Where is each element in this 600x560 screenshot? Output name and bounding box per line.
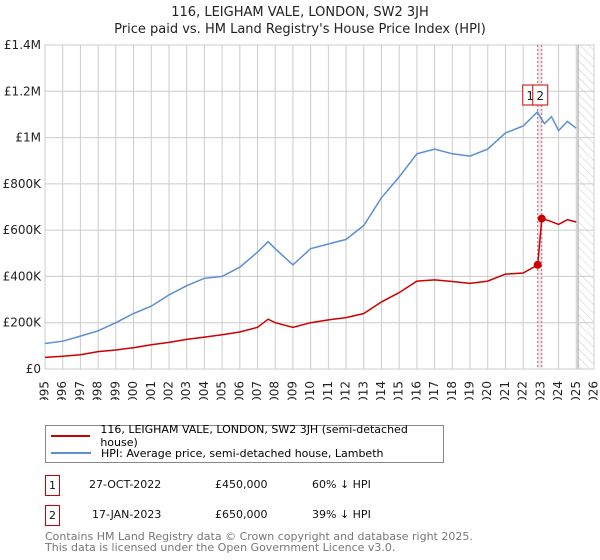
- x-tick-label: 2020: [480, 381, 494, 400]
- x-tick-label: 2019: [463, 381, 477, 400]
- x-tick-label: 1996: [55, 381, 69, 400]
- y-tick-label: £800K: [3, 177, 43, 191]
- footer-licence: This data is licensed under the Open Gov…: [45, 541, 396, 554]
- x-tick-label: 2022: [516, 381, 530, 400]
- transaction-row: 2 17-JAN-2023 £650,000 39% ↓ HPI: [45, 505, 545, 527]
- x-tick-label: 2013: [356, 381, 370, 400]
- x-tick-label: 2021: [498, 381, 512, 400]
- y-tick-label: £1.2M: [4, 84, 41, 98]
- x-tick-label: 1995: [38, 381, 52, 400]
- marker-badge: 2: [45, 505, 60, 526]
- y-tick-label: £600K: [3, 223, 43, 237]
- x-tick-label: 2000: [126, 381, 140, 400]
- x-tick-label: 1998: [91, 381, 105, 400]
- x-tick-label: 1997: [73, 381, 87, 400]
- x-tick-label: 1999: [108, 381, 122, 400]
- transaction-date: 17-JAN-2023: [92, 508, 162, 521]
- x-tick-label: 2009: [285, 381, 299, 400]
- x-tick-label: 2008: [268, 381, 282, 400]
- x-tick-label: 2017: [427, 381, 441, 400]
- y-tick-label: £200K: [3, 316, 43, 330]
- price-chart: 1995 1996 1997 1998 1999 2000 2001 2002 2003 2004…: [3, 38, 600, 400]
- forecast-hatch: [578, 45, 594, 369]
- x-tick-label: 2023: [533, 381, 547, 400]
- transaction-row: 1 27-OCT-2022 £450,000 60% ↓ HPI: [45, 475, 545, 497]
- legend: 116, LEIGHAM VALE, LONDON, SW2 3JH (semi…: [45, 423, 444, 463]
- x-tick-label: 2024: [551, 381, 565, 400]
- transaction-hpi: 39% ↓ HPI: [312, 508, 371, 521]
- marker-label: 1: [526, 89, 534, 103]
- x-tick-label: 2004: [197, 381, 211, 400]
- x-tick-label: 2003: [179, 381, 193, 400]
- transaction-hpi: 60% ↓ HPI: [312, 478, 371, 491]
- x-tick-label: 2025: [569, 381, 583, 400]
- title-line-2: Price paid vs. HM Land Registry's House …: [114, 22, 486, 37]
- x-tick-label: 2012: [339, 381, 353, 400]
- x-tick-label: 2011: [321, 381, 335, 400]
- marker-box: [532, 84, 549, 106]
- x-tick-label: 2014: [374, 381, 388, 400]
- marker-badge: 1: [45, 475, 60, 496]
- transaction-price: £650,000: [215, 508, 268, 521]
- x-tick-label: 2007: [250, 381, 264, 400]
- x-tick-label: 2026: [587, 381, 600, 400]
- transaction-price: £450,000: [215, 478, 268, 491]
- x-tick-label: 2018: [445, 381, 459, 400]
- sale-band: [537, 45, 542, 369]
- y-tick-label: £1.4M: [4, 38, 41, 52]
- transaction-date: 27-OCT-2022: [89, 478, 162, 491]
- y-tick-label: £400K: [3, 269, 43, 283]
- series-line: [44, 217, 577, 359]
- x-tick-label: 2006: [232, 381, 246, 400]
- x-tick-label: 2005: [215, 381, 229, 400]
- x-tick-label: 2002: [161, 381, 175, 400]
- legend-item-property: 116, LEIGHAM VALE, LONDON, SW2 3JH (semi…: [46, 423, 443, 449]
- x-tick-label: 2001: [144, 381, 158, 400]
- x-tick-label: 2015: [392, 381, 406, 400]
- plot-border: [44, 44, 595, 370]
- marker-label: 2: [536, 89, 544, 103]
- legend-swatch-blue: [51, 452, 91, 454]
- title-line-1: 116, LEIGHAM VALE, LONDON, SW2 3JH: [171, 5, 429, 20]
- footer-copyright: Contains HM Land Registry data © Crown c…: [45, 530, 473, 543]
- legend-swatch-red: [51, 435, 91, 437]
- footer: Contains HM Land Registry data © Crown c…: [45, 531, 473, 553]
- legend-label: HPI: Average price, semi-detached house,…: [101, 446, 384, 460]
- y-tick-label: £0: [26, 362, 41, 376]
- x-tick-label: 2016: [409, 381, 423, 400]
- legend-label: 116, LEIGHAM VALE, LONDON, SW2 3JH (semi…: [100, 423, 408, 449]
- sale-point: [537, 214, 546, 223]
- legend-item-hpi: HPI: Average price, semi-detached house,…: [46, 445, 383, 461]
- sale-point: [533, 260, 542, 269]
- series-line: [44, 110, 577, 345]
- chart-title: 116, LEIGHAM VALE, LONDON, SW2 3JH Price…: [0, 4, 600, 38]
- x-tick-label: 2010: [303, 381, 317, 400]
- y-tick-label: £1M: [15, 131, 41, 145]
